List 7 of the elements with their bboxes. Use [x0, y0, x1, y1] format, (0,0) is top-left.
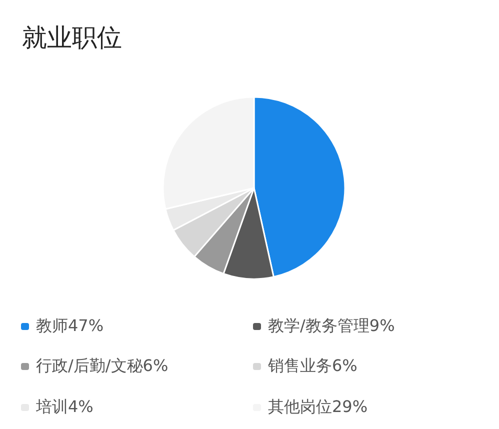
legend-label: 培训4%: [36, 396, 94, 418]
chart-title: 就业职位: [22, 23, 122, 52]
legend-label: 教师47%: [36, 316, 104, 336]
legend-label: 销售业务6%: [268, 356, 358, 377]
legend-label: 教学/教务管理9%: [268, 316, 395, 336]
legend-label: 其他岗位29%: [268, 396, 368, 418]
legend-label: 行政/后勤/文秘6%: [36, 356, 168, 377]
